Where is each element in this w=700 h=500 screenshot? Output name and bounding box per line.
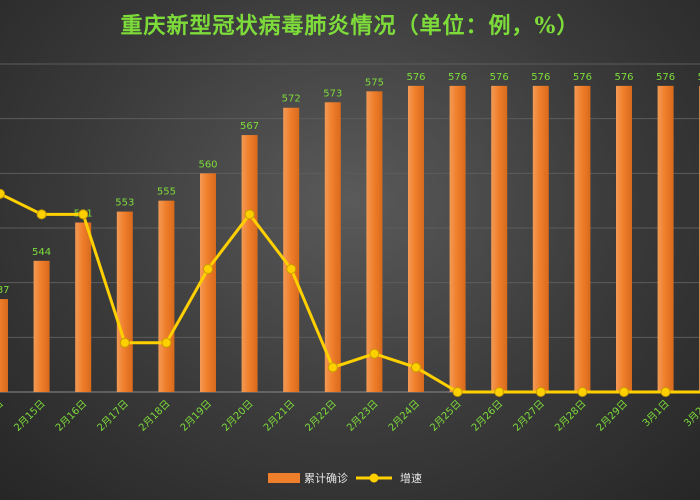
bar-cumulative-13 bbox=[532, 85, 549, 392]
bar-cumulative-3 bbox=[116, 211, 133, 392]
bar-value-label: 572 bbox=[282, 94, 301, 105]
bar-cumulative-15 bbox=[616, 85, 632, 392]
x-tick-label: 3月2日 bbox=[682, 398, 700, 430]
chart-title: 重庆新型冠状病毒肺炎情况（单位：例，%） bbox=[120, 13, 580, 39]
legend-label-cumulative: 累计确诊 bbox=[304, 471, 348, 485]
bar-value-labels: 5375445515535555605675725735755765765765… bbox=[0, 72, 700, 296]
growth-rate-point-11 bbox=[452, 387, 463, 397]
bar-value-label: 576 bbox=[531, 72, 550, 83]
bar-value-label: 576 bbox=[490, 72, 509, 83]
bar-value-label: 544 bbox=[32, 247, 51, 258]
bar-cumulative-14 bbox=[574, 85, 591, 392]
x-tick-label: 2月21日 bbox=[261, 398, 297, 434]
legend: 累计确诊 增速 bbox=[268, 471, 422, 485]
growth-rate-point-9 bbox=[369, 348, 380, 359]
bar-value-label: 576 bbox=[448, 72, 467, 83]
x-tick-label: 3月1日 bbox=[640, 398, 672, 430]
x-tick-label: 2月29日 bbox=[594, 398, 630, 434]
legend-swatch-marker bbox=[369, 473, 379, 483]
bar-cumulative-16 bbox=[657, 85, 674, 392]
growth-rate-point-14 bbox=[577, 387, 588, 397]
x-tick-label: 2月22日 bbox=[303, 398, 339, 434]
legend-label-growth: 增速 bbox=[400, 471, 422, 485]
bar-value-label: 576 bbox=[698, 72, 700, 83]
x-tick-label: 2月17日 bbox=[95, 398, 131, 434]
bar-value-label: 575 bbox=[365, 77, 384, 88]
x-tick-label: 2月23日 bbox=[344, 398, 380, 434]
growth-rate-point-10 bbox=[411, 362, 421, 373]
x-tick-label: 2月26日 bbox=[469, 398, 505, 434]
growth-rate-point-3 bbox=[119, 337, 130, 348]
x-tick-label: 2月18日 bbox=[136, 398, 172, 434]
bar-cumulative-12 bbox=[491, 85, 508, 392]
bar-value-label: 576 bbox=[614, 72, 633, 83]
growth-rate-point-13 bbox=[535, 387, 546, 397]
x-tick-label: 2月24日 bbox=[386, 398, 422, 434]
growth-rate-point-6 bbox=[244, 209, 255, 220]
bar-cumulative-0 bbox=[0, 299, 8, 392]
grid-lines bbox=[0, 63, 700, 393]
x-tick-label: 2月14日 bbox=[0, 398, 6, 434]
bar-value-label: 553 bbox=[115, 198, 134, 209]
line-series bbox=[0, 188, 700, 397]
x-tick-label: 2月16日 bbox=[53, 398, 89, 434]
growth-rate-point-16 bbox=[660, 387, 671, 397]
bar-cumulative-11 bbox=[449, 85, 466, 392]
growth-rate-point-7 bbox=[286, 264, 297, 274]
x-axis-ticks: 2月14日 2月15日 2月16日 2月17日 2月18日 2月19日 2月20日 2月21日… bbox=[0, 398, 700, 434]
bar-value-label: 576 bbox=[656, 72, 675, 83]
x-tick-label: 2月27日 bbox=[511, 398, 547, 434]
growth-rate-point-4 bbox=[161, 337, 172, 348]
x-tick-label: 2月28日 bbox=[552, 398, 588, 434]
bar-series bbox=[0, 85, 700, 393]
bar-value-label: 576 bbox=[573, 72, 592, 83]
growth-rate-point-2 bbox=[78, 209, 89, 220]
bar-value-label: 576 bbox=[406, 72, 425, 83]
growth-rate-point-8 bbox=[327, 362, 338, 373]
x-tick-label: 2月25日 bbox=[428, 398, 464, 434]
bar-cumulative-7 bbox=[283, 107, 300, 392]
bar-value-label: 560 bbox=[198, 159, 217, 170]
x-tick-label: 2月19日 bbox=[178, 398, 214, 434]
bar-cumulative-1 bbox=[33, 260, 50, 392]
bar-cumulative-4 bbox=[158, 200, 175, 392]
growth-rate-point-12 bbox=[494, 387, 505, 397]
growth-rate-point-15 bbox=[619, 387, 629, 397]
bar-value-label: 573 bbox=[323, 88, 342, 99]
bar-cumulative-2 bbox=[75, 222, 92, 392]
bar-cumulative-10 bbox=[408, 85, 424, 392]
x-tick-label: 2月15日 bbox=[12, 398, 48, 434]
legend-swatch-bar bbox=[268, 473, 300, 483]
growth-rate-point-5 bbox=[203, 264, 213, 274]
bar-cumulative-6 bbox=[241, 135, 258, 393]
growth-rate-point-1 bbox=[36, 209, 47, 220]
bar-value-label: 555 bbox=[157, 187, 176, 198]
bar-value-label: 567 bbox=[240, 121, 259, 132]
growth-rate-line bbox=[0, 192, 700, 394]
x-tick-label: 2月20日 bbox=[220, 398, 256, 434]
bar-cumulative-5 bbox=[200, 173, 216, 392]
bar-value-label: 537 bbox=[0, 285, 10, 296]
growth-rate-point-0 bbox=[0, 188, 5, 199]
bar-cumulative-9 bbox=[366, 91, 383, 392]
bar-cumulative-8 bbox=[324, 102, 341, 393]
